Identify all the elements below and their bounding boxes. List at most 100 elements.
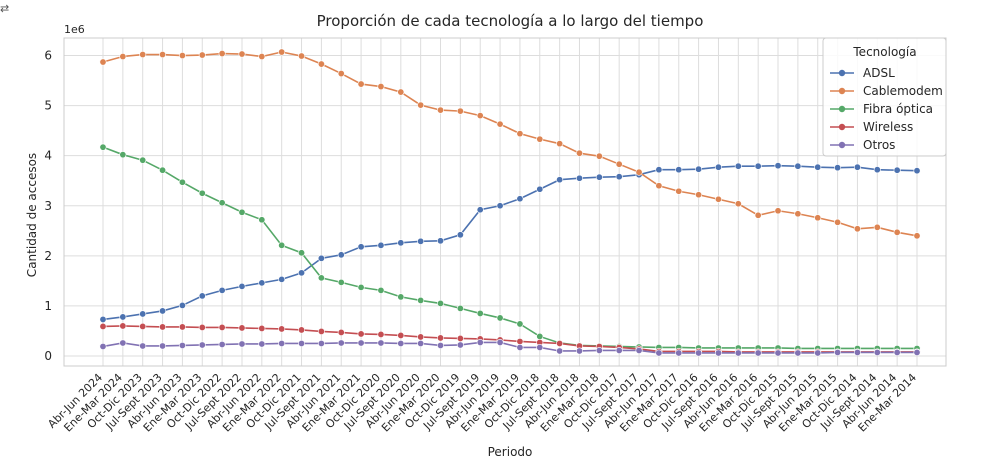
data-point-cablemodem bbox=[655, 182, 663, 190]
data-point-adsl bbox=[317, 254, 325, 262]
data-point-fibra-ptica bbox=[377, 286, 385, 294]
data-point-adsl bbox=[496, 202, 504, 210]
legend-swatch-marker bbox=[838, 105, 846, 113]
data-point-otros bbox=[99, 342, 107, 350]
data-point-cablemodem bbox=[417, 101, 425, 109]
data-point-cablemodem bbox=[178, 52, 186, 60]
data-point-otros bbox=[834, 348, 842, 356]
data-point-adsl bbox=[873, 166, 881, 174]
y-axis-label: Cantidad de accesos bbox=[25, 153, 39, 277]
data-point-fibra-ptica bbox=[476, 309, 484, 317]
data-point-adsl bbox=[913, 167, 921, 175]
data-point-cablemodem bbox=[357, 80, 365, 88]
plot-frame bbox=[63, 37, 947, 367]
data-point-fibra-ptica bbox=[417, 296, 425, 304]
data-point-adsl bbox=[278, 275, 286, 283]
data-point-otros bbox=[198, 341, 206, 349]
data-point-wireless bbox=[258, 324, 266, 332]
data-point-fibra-ptica bbox=[278, 241, 286, 249]
data-point-fibra-ptica bbox=[139, 156, 147, 164]
data-point-cablemodem bbox=[298, 52, 306, 60]
data-point-wireless bbox=[556, 339, 564, 347]
legend: Tecnología ADSL Cablemodem Fibra óptica Wir… bbox=[822, 37, 947, 157]
data-point-cablemodem bbox=[913, 232, 921, 240]
data-point-cablemodem bbox=[814, 214, 822, 222]
legend-swatch-marker bbox=[838, 69, 846, 77]
data-point-fibra-ptica bbox=[536, 332, 544, 340]
data-point-adsl bbox=[714, 163, 722, 171]
data-point-cablemodem bbox=[734, 200, 742, 208]
legend-swatch-marker bbox=[838, 123, 846, 131]
y-tick-label: 0 bbox=[44, 349, 52, 363]
data-point-otros bbox=[774, 349, 782, 357]
data-point-otros bbox=[794, 349, 802, 357]
data-point-fibra-ptica bbox=[317, 274, 325, 282]
data-point-cablemodem bbox=[635, 168, 643, 176]
data-point-cablemodem bbox=[139, 51, 147, 59]
data-point-cablemodem bbox=[675, 187, 683, 195]
series-adsl bbox=[99, 162, 921, 323]
legend-label: Fibra óptica bbox=[863, 102, 933, 116]
data-point-cablemodem bbox=[714, 195, 722, 203]
data-point-otros bbox=[417, 339, 425, 347]
data-point-otros bbox=[536, 343, 544, 351]
data-point-cablemodem bbox=[615, 160, 623, 168]
data-point-otros bbox=[317, 339, 325, 347]
data-point-otros bbox=[615, 346, 623, 354]
data-point-otros bbox=[734, 349, 742, 357]
data-point-otros bbox=[714, 349, 722, 357]
data-point-cablemodem bbox=[397, 88, 405, 96]
legend-item-cablemodem: Cablemodem bbox=[830, 84, 943, 98]
data-point-adsl bbox=[675, 166, 683, 174]
data-point-adsl bbox=[774, 162, 782, 170]
data-point-otros bbox=[218, 340, 226, 348]
data-point-otros bbox=[298, 339, 306, 347]
data-point-wireless bbox=[516, 337, 524, 345]
legend-label: Otros bbox=[863, 138, 895, 152]
data-point-otros bbox=[337, 339, 345, 347]
data-point-fibra-ptica bbox=[178, 178, 186, 186]
data-point-adsl bbox=[695, 165, 703, 173]
data-point-cablemodem bbox=[834, 218, 842, 226]
data-point-cablemodem bbox=[337, 70, 345, 78]
data-point-wireless bbox=[119, 322, 127, 330]
data-point-cablemodem bbox=[218, 50, 226, 58]
y-tick-label: 1 bbox=[44, 299, 52, 313]
series-line-fibra-ptica bbox=[102, 146, 917, 350]
y-tick-label: 3 bbox=[44, 199, 52, 213]
data-point-adsl bbox=[119, 313, 127, 321]
data-point-adsl bbox=[198, 292, 206, 300]
data-point-fibra-ptica bbox=[119, 151, 127, 159]
data-point-adsl bbox=[218, 286, 226, 294]
data-point-cablemodem bbox=[99, 58, 107, 66]
data-point-cablemodem bbox=[377, 83, 385, 91]
data-point-adsl bbox=[258, 279, 266, 287]
data-point-wireless bbox=[238, 324, 246, 332]
data-point-otros bbox=[119, 339, 127, 347]
data-point-adsl bbox=[575, 174, 583, 182]
data-point-adsl bbox=[99, 315, 107, 323]
data-point-otros bbox=[913, 348, 921, 356]
series-line-adsl bbox=[102, 164, 918, 321]
data-point-adsl bbox=[536, 185, 544, 193]
data-point-cablemodem bbox=[437, 106, 445, 114]
data-point-wireless bbox=[417, 333, 425, 341]
data-point-wireless bbox=[159, 323, 167, 331]
data-point-wireless bbox=[178, 323, 186, 331]
data-point-fibra-ptica bbox=[456, 304, 464, 312]
data-point-otros bbox=[595, 346, 603, 354]
legend-item-fibra-ptica: Fibra óptica bbox=[830, 102, 933, 116]
data-point-otros bbox=[814, 349, 822, 357]
data-point-adsl bbox=[456, 231, 464, 239]
expand-icon[interactable]: ⇄ bbox=[0, 2, 10, 15]
data-point-adsl bbox=[893, 166, 901, 174]
data-point-otros bbox=[655, 349, 663, 357]
data-point-otros bbox=[754, 349, 762, 357]
data-point-cablemodem bbox=[754, 211, 762, 219]
data-point-cablemodem bbox=[258, 53, 266, 61]
legend-item-otros: Otros bbox=[830, 138, 895, 152]
data-point-cablemodem bbox=[238, 50, 246, 58]
data-point-cablemodem bbox=[278, 48, 286, 56]
